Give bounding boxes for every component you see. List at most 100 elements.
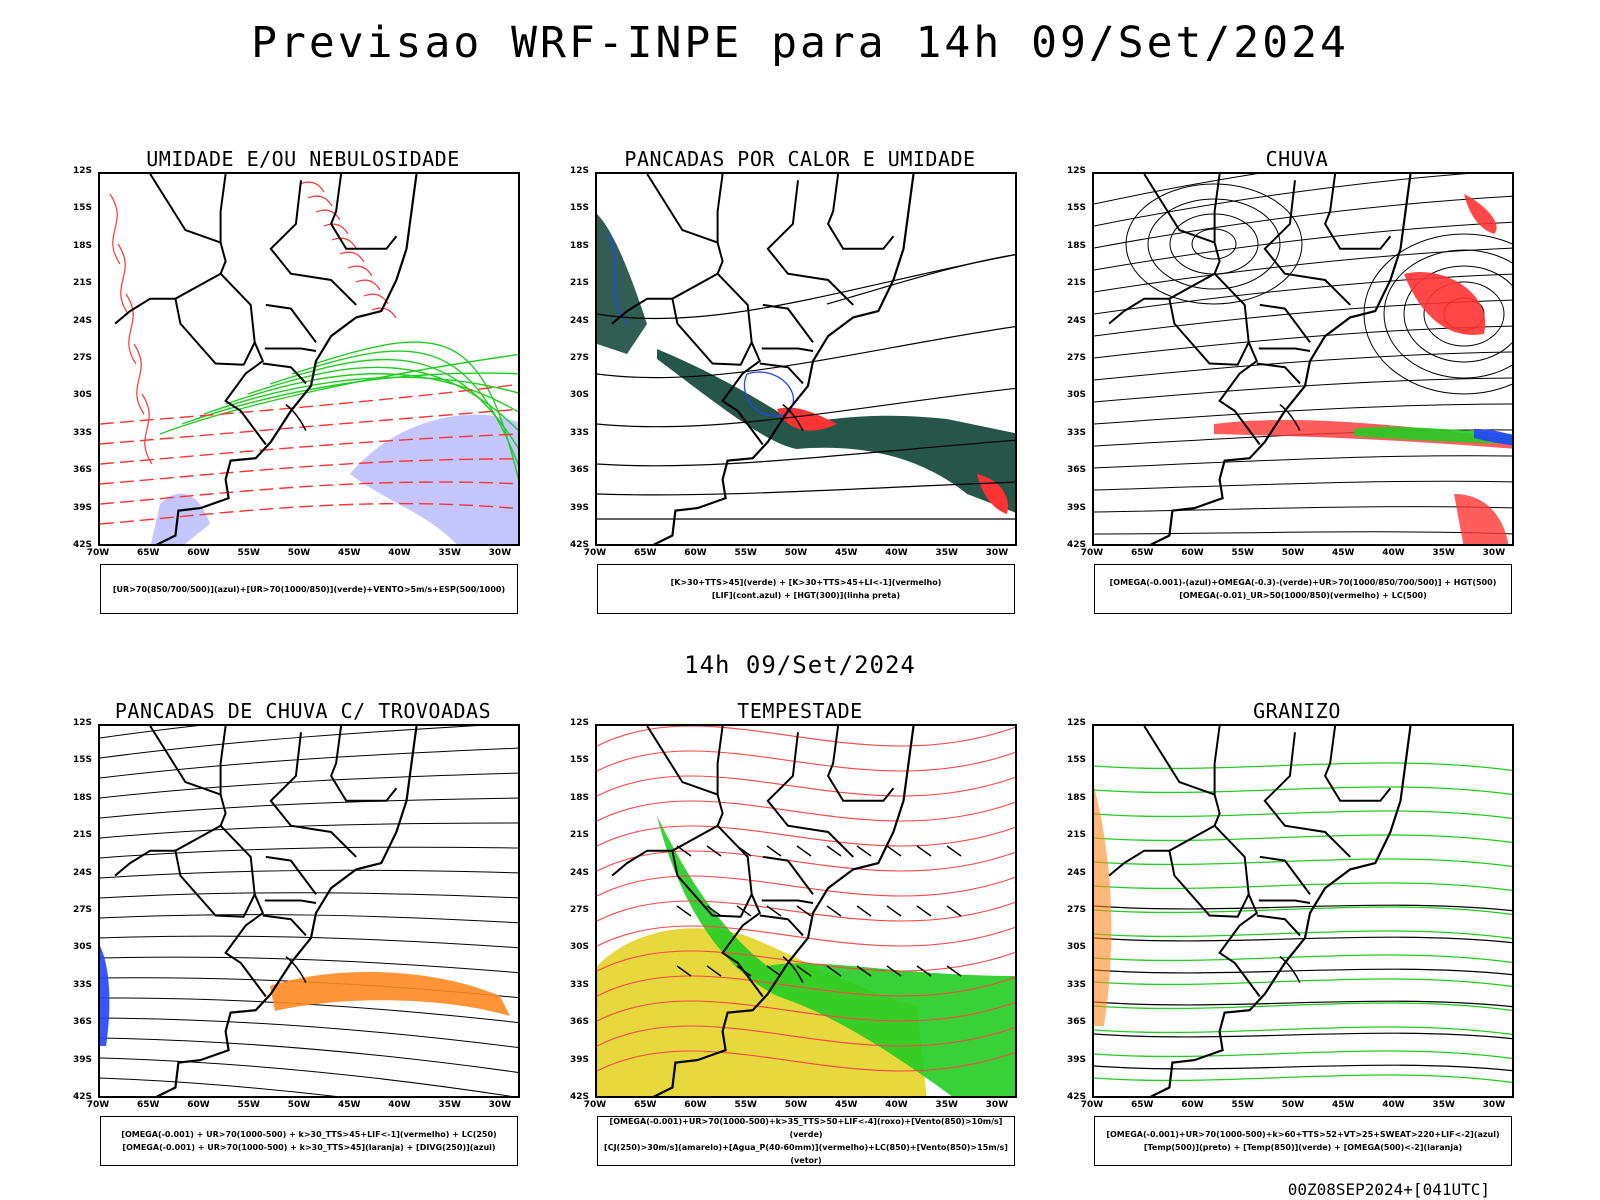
map-canvas <box>1092 172 1514 546</box>
longitude-label: 30W <box>1482 548 1506 558</box>
panel-umidade: UMIDADE E/OU NEBULOSIDADE 12S 15S 18S 21S 24… <box>63 147 563 647</box>
longitude-label: 40W <box>885 548 908 558</box>
longitude-label: 35W <box>935 1100 958 1110</box>
longitude-label: 30W <box>488 548 512 558</box>
latitude-label: 42S <box>570 1092 590 1102</box>
longitude-label: 35W <box>1432 548 1455 558</box>
latitude-label: 30S <box>570 942 590 953</box>
longitude-label: 30W <box>488 1100 512 1110</box>
latitude-label: 42S <box>1067 540 1087 550</box>
longitude-label: 70W <box>1080 548 1104 558</box>
latitude-label: 21S <box>1067 830 1087 841</box>
longitude-label: 60W <box>684 1100 707 1110</box>
latitude-label: 27S <box>73 905 93 915</box>
latitude-label: 21S <box>73 278 93 289</box>
latitude-label: 27S <box>570 353 590 363</box>
panel-title: CHUVA <box>1265 147 1329 171</box>
map-canvas <box>98 724 520 1098</box>
legend-line: [LIF](cont.azul) + [HGT(300)](linha pret… <box>711 591 901 600</box>
panel-legend: [K>30+TTS>45](verde) + [K>30+TTS>45+LI<-… <box>597 564 1015 614</box>
latitude-label: 15S <box>73 203 93 214</box>
latitude-label: 33S <box>1067 427 1087 438</box>
latitude-label: 18S <box>73 240 93 251</box>
longitude-label: 35W <box>438 1100 461 1110</box>
panel-title: TEMPESTADE <box>737 699 863 723</box>
longitude-label: 45W <box>337 1100 361 1110</box>
longitude-label: 70W <box>583 1100 607 1110</box>
latitude-label: 36S <box>73 465 93 476</box>
legend-line: [OMEGA(-0.001) + UR>70(1000-500) + k>30_… <box>122 1143 496 1152</box>
latitude-label: 39S <box>1067 1054 1087 1065</box>
longitude-label: 35W <box>935 548 958 558</box>
panel-title: PANCADAS DE CHUVA C/ TROVOADAS <box>114 699 492 723</box>
latitude-label: 21S <box>1067 278 1087 289</box>
latitude-label: 18S <box>570 240 590 251</box>
longitude-label: 40W <box>388 1100 411 1110</box>
longitude-label: 55W <box>734 1100 757 1110</box>
latitude-label: 15S <box>1067 755 1087 766</box>
longitude-label: 50W <box>1281 548 1305 558</box>
map-svg <box>1094 174 1512 544</box>
run-timestamp: 00Z08SEP2024+[041UTC] <box>1287 1180 1490 1199</box>
longitude-label: 30W <box>985 548 1009 558</box>
latitude-label: 15S <box>1067 203 1087 214</box>
longitude-label: 40W <box>1382 1100 1405 1110</box>
latitude-label: 33S <box>570 979 590 990</box>
latitude-label: 39S <box>73 502 93 513</box>
longitude-label: 45W <box>1331 1100 1355 1110</box>
map-area: 12S 15S 18S 21S 24S 27S 30S 33S 36S 39S 42S 70W 65W 6… <box>73 166 520 558</box>
longitude-label: 65W <box>137 548 160 558</box>
latitude-label: 30S <box>73 390 93 401</box>
longitude-label: 60W <box>1181 1100 1204 1110</box>
legend-line: [OMEGA(-0.01)_UR>50(1000/850)(vermelho) … <box>1179 591 1427 600</box>
latitude-label: 24S <box>73 867 93 878</box>
legend-line: [OMEGA(-0.001) + UR>70(1000-500) + k>30_… <box>121 1130 497 1139</box>
longitude-label: 50W <box>784 548 808 558</box>
longitude-label: 40W <box>1382 548 1405 558</box>
longitude-label: 40W <box>885 1100 908 1110</box>
longitude-label: 30W <box>1482 1100 1506 1110</box>
latitude-label: 12S <box>1067 718 1087 728</box>
longitude-label: 45W <box>834 1100 858 1110</box>
latitude-label: 42S <box>1067 1092 1087 1102</box>
longitude-label: 60W <box>187 1100 210 1110</box>
latitude-label: 21S <box>570 830 590 841</box>
longitude-label: 70W <box>86 548 110 558</box>
latitude-label: 36S <box>1067 465 1087 476</box>
map-area: 12S 15S 18S 21S 24S 27S 30S 33S 36S 39S 42S 70W 65W 6… <box>1067 166 1514 558</box>
longitude-label: 65W <box>634 1100 657 1110</box>
latitude-label: 36S <box>1067 1017 1087 1028</box>
latitude-label: 33S <box>570 427 590 438</box>
longitude-label: 50W <box>287 548 311 558</box>
latitude-label: 12S <box>1067 166 1087 176</box>
map-area: 12S 15S 18S 21S 24S 27S 30S 33S 36S 39S 42S 70W 65W 6… <box>570 166 1017 558</box>
latitude-label: 36S <box>570 1017 590 1028</box>
latitude-label: 27S <box>1067 353 1087 363</box>
panel-legend: [OMEGA(-0.001)-(azul)+OMEGA(-0.3)-(verde… <box>1094 564 1512 614</box>
map-area: 12S 15S 18S 21S 24S 27S 30S 33S 36S 39S 42S 70W 65W 6… <box>1067 718 1514 1110</box>
legend-line: [OMEGA(-0.001)+UR>70(1000-500)+k>35_TTS>… <box>609 1117 1003 1139</box>
latitude-label: 24S <box>570 867 590 878</box>
longitude-label: 35W <box>1432 1100 1455 1110</box>
legend-line: [OMEGA(-0.001)+UR>70(1000-500)+k>60+TTS>… <box>1106 1130 1500 1139</box>
latitude-label: 27S <box>1067 905 1087 915</box>
latitude-label: 36S <box>73 1017 93 1028</box>
latitude-label: 12S <box>570 166 590 176</box>
legend-line: [K>30+TTS>45](verde) + [K>30+TTS>45+LI<-… <box>670 578 942 587</box>
panel-tempestade: TEMPESTADE 12S 15S 18S 21S 24S 27S 30S 33S 36S 39… <box>560 699 1060 1199</box>
longitude-label: 70W <box>583 548 607 558</box>
latitude-label: 15S <box>73 755 93 766</box>
longitude-label: 40W <box>388 548 411 558</box>
latitude-label: 24S <box>1067 867 1087 878</box>
longitude-label: 60W <box>684 548 707 558</box>
latitude-label: 18S <box>1067 792 1087 803</box>
map-svg <box>100 174 518 544</box>
panel-pancadas-calor: PANCADAS POR CALOR E UMIDADE 12S 15S 18S 21… <box>560 147 1060 647</box>
latitude-label: 21S <box>570 278 590 289</box>
panel-legend: [OMEGA(-0.001)+UR>70(1000-500)+k>60+TTS>… <box>1094 1116 1512 1166</box>
latitude-label: 12S <box>73 166 93 176</box>
longitude-label: 35W <box>438 548 461 558</box>
panel-chuva: CHUVA 12S 15S 18S 21S 24S 27S 30S 33S 36S 39S 42S 7… <box>1057 147 1557 647</box>
longitude-label: 45W <box>337 548 361 558</box>
longitude-label: 65W <box>137 1100 160 1110</box>
